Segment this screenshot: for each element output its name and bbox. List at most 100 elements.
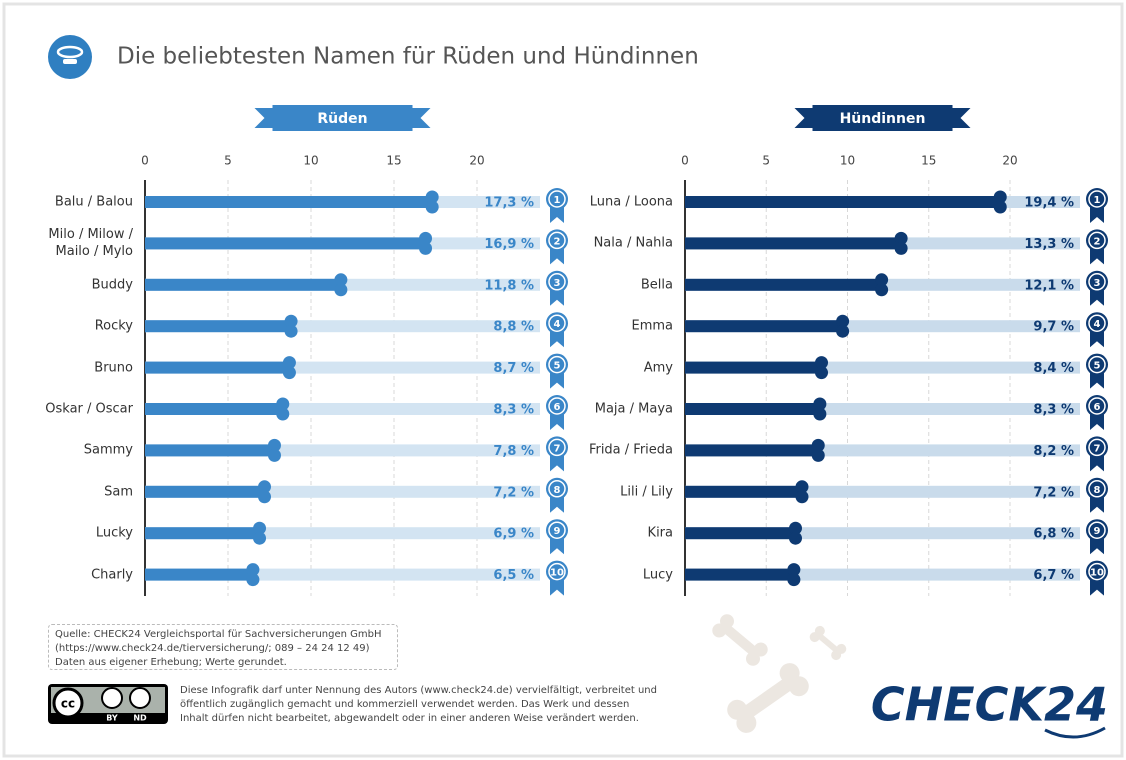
y-tick-label: Frida / Frieda xyxy=(573,442,673,459)
bone-end xyxy=(813,408,826,421)
bar-body xyxy=(145,196,432,208)
x-tick-label: 15 xyxy=(921,154,936,168)
bar-body xyxy=(145,486,265,498)
x-tick-label: 0 xyxy=(681,154,689,168)
x-tick-label: 0 xyxy=(141,154,149,168)
decor-bones xyxy=(709,611,848,736)
y-tick-label: Charly xyxy=(33,566,133,583)
license-line: öffentlich zugänglich gemacht und kommer… xyxy=(180,698,657,712)
bar-body xyxy=(145,362,289,374)
value-label: 8,8 % xyxy=(493,320,534,335)
rank-number: 3 xyxy=(554,278,561,289)
bar-body xyxy=(685,527,796,539)
bar-body xyxy=(685,403,820,415)
y-tick-label: Amy xyxy=(573,359,673,376)
bar xyxy=(145,356,296,379)
chart-title: Die beliebtesten Namen für Rüden und Hün… xyxy=(117,44,699,70)
infographic: Die beliebtesten Namen für Rüden und Hün… xyxy=(0,0,1126,760)
bone-end xyxy=(787,573,800,586)
bone-end xyxy=(789,532,802,545)
bar xyxy=(685,232,908,255)
bar xyxy=(145,191,439,214)
bar xyxy=(145,398,289,421)
y-tick-label: Sammy xyxy=(33,442,133,459)
value-label: 8,3 % xyxy=(493,403,534,418)
bar xyxy=(685,439,825,462)
x-tick-label: 10 xyxy=(840,154,855,168)
source-line: Daten aus eigener Erhebung; Werte gerund… xyxy=(55,656,391,670)
y-tick-label: Balu / Balou xyxy=(33,194,133,211)
bone-end xyxy=(276,408,289,421)
chart-heading: Rüden xyxy=(317,111,367,127)
value-label: 6,8 % xyxy=(1033,527,1074,542)
source-line: Quelle: CHECK24 Vergleichsportal für Sac… xyxy=(55,628,391,642)
license-line: Inhalt dürfen nicht bearbeitet, abgewand… xyxy=(180,712,657,726)
bar xyxy=(685,356,828,379)
rank-number: 10 xyxy=(550,568,564,579)
bar xyxy=(685,522,802,545)
x-tick-label: 20 xyxy=(469,154,484,168)
y-tick-label: Bella xyxy=(573,276,673,293)
bar-body xyxy=(685,237,901,249)
y-tick-label: Sam xyxy=(33,483,133,500)
bone-end xyxy=(283,366,296,379)
value-label: 12,1 % xyxy=(1024,278,1074,293)
bar xyxy=(685,191,1007,214)
value-label: 6,9 % xyxy=(493,527,534,542)
value-label: 17,3 % xyxy=(484,196,534,211)
rank-number: 9 xyxy=(1094,526,1101,537)
rank-number: 9 xyxy=(554,526,561,537)
cc-by: BY xyxy=(106,714,118,723)
y-tick-label: Oskar / Oscar xyxy=(33,401,133,418)
icon-bone xyxy=(63,59,77,64)
bar xyxy=(685,398,826,421)
bar-body xyxy=(145,444,274,456)
y-tick-label: Bruno xyxy=(33,359,133,376)
chart-heading: Hündinnen xyxy=(840,111,926,127)
value-label: 13,3 % xyxy=(1024,237,1074,252)
logo: CHECK24 xyxy=(871,678,1108,732)
bar xyxy=(145,232,432,255)
source-box: Quelle: CHECK24 Vergleichsportal für Sac… xyxy=(48,624,398,670)
bar xyxy=(685,563,800,586)
rank-number: 5 xyxy=(554,361,561,372)
license-line: Diese Infografik darf unter Nennung des … xyxy=(180,684,657,698)
bone-end xyxy=(246,573,259,586)
bone-end xyxy=(812,449,825,462)
x-tick-label: 5 xyxy=(762,154,770,168)
value-label: 8,4 % xyxy=(1033,361,1074,376)
value-label: 8,3 % xyxy=(1033,403,1074,418)
value-label: 16,9 % xyxy=(484,237,534,252)
bar-body xyxy=(685,362,822,374)
bar-body xyxy=(685,320,843,332)
bar-body xyxy=(145,403,283,415)
bar-body xyxy=(145,279,341,291)
bone-end xyxy=(875,283,888,296)
rank-number: 3 xyxy=(1094,278,1101,289)
y-tick-label: Nala / Nahla xyxy=(573,235,673,252)
bar-body xyxy=(145,237,426,249)
bone-end xyxy=(285,325,298,338)
rank-number: 4 xyxy=(554,319,561,330)
value-label: 11,8 % xyxy=(484,278,534,293)
x-tick-label: 20 xyxy=(1002,154,1017,168)
rank-number: 8 xyxy=(1094,485,1101,496)
bar-body xyxy=(685,569,794,581)
bone-end xyxy=(994,201,1007,214)
rank-number: 6 xyxy=(1094,402,1101,413)
bar xyxy=(145,480,271,503)
value-label: 7,8 % xyxy=(493,444,534,459)
bar xyxy=(145,439,281,462)
rank-number: 10 xyxy=(1090,568,1104,579)
bar-body xyxy=(145,527,260,539)
value-label: 6,7 % xyxy=(1033,568,1074,583)
rank-number: 7 xyxy=(1094,443,1101,454)
rank-number: 4 xyxy=(1094,319,1101,330)
x-tick-label: 10 xyxy=(303,154,318,168)
bar xyxy=(145,273,347,296)
y-tick-label: Lucky xyxy=(33,525,133,542)
value-label: 8,2 % xyxy=(1033,444,1074,459)
bar-body xyxy=(685,444,818,456)
bone-end xyxy=(253,532,266,545)
value-label: 7,2 % xyxy=(493,485,534,500)
